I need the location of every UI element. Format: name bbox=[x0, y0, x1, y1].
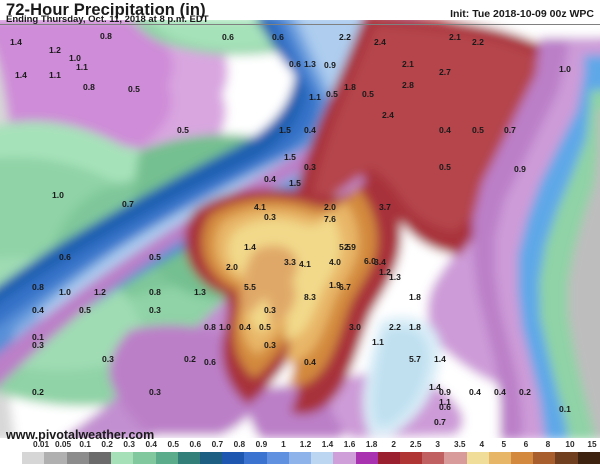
svg-text:1.0: 1.0 bbox=[52, 190, 64, 200]
svg-text:0.8: 0.8 bbox=[83, 82, 95, 92]
svg-text:1.9: 1.9 bbox=[329, 280, 341, 290]
svg-text:0.1: 0.1 bbox=[559, 404, 571, 414]
svg-text:0.5: 0.5 bbox=[149, 252, 161, 262]
svg-text:0.8: 0.8 bbox=[149, 287, 161, 297]
svg-text:1.5: 1.5 bbox=[279, 125, 291, 135]
svg-text:1.5: 1.5 bbox=[284, 152, 296, 162]
svg-text:0.3: 0.3 bbox=[264, 212, 276, 222]
svg-text:5.7: 5.7 bbox=[409, 354, 421, 364]
svg-text:0.8: 0.8 bbox=[100, 31, 112, 41]
svg-text:1.4: 1.4 bbox=[10, 37, 22, 47]
svg-text:1.8: 1.8 bbox=[344, 82, 356, 92]
svg-text:5.5: 5.5 bbox=[339, 242, 351, 252]
svg-text:1.4: 1.4 bbox=[15, 70, 27, 80]
svg-text:0.5: 0.5 bbox=[177, 125, 189, 135]
svg-text:0.6: 0.6 bbox=[439, 402, 451, 412]
svg-text:1.1: 1.1 bbox=[49, 70, 61, 80]
svg-text:0.5: 0.5 bbox=[439, 162, 451, 172]
svg-text:0.9: 0.9 bbox=[324, 60, 336, 70]
svg-text:3.3: 3.3 bbox=[284, 257, 296, 267]
svg-text:0.4: 0.4 bbox=[32, 305, 44, 315]
svg-text:1.0: 1.0 bbox=[559, 64, 571, 74]
svg-text:0.5: 0.5 bbox=[362, 89, 374, 99]
svg-text:4.1: 4.1 bbox=[254, 202, 266, 212]
svg-text:3.7: 3.7 bbox=[379, 202, 391, 212]
svg-text:2.1: 2.1 bbox=[449, 32, 461, 42]
svg-text:0.3: 0.3 bbox=[304, 162, 316, 172]
svg-text:0.2: 0.2 bbox=[32, 387, 44, 397]
svg-text:2.2: 2.2 bbox=[339, 32, 351, 42]
svg-text:2.0: 2.0 bbox=[324, 202, 336, 212]
svg-text:3.4: 3.4 bbox=[374, 257, 386, 267]
svg-text:0.9: 0.9 bbox=[514, 164, 526, 174]
svg-text:0.2: 0.2 bbox=[184, 354, 196, 364]
svg-text:0.7: 0.7 bbox=[504, 125, 516, 135]
svg-text:2.4: 2.4 bbox=[374, 37, 386, 47]
svg-text:0.3: 0.3 bbox=[102, 354, 114, 364]
svg-text:2.7: 2.7 bbox=[439, 67, 451, 77]
svg-text:5.5: 5.5 bbox=[244, 282, 256, 292]
svg-text:1.1: 1.1 bbox=[309, 92, 321, 102]
svg-text:0.5: 0.5 bbox=[79, 305, 91, 315]
svg-text:2.8: 2.8 bbox=[402, 80, 414, 90]
svg-text:8.3: 8.3 bbox=[304, 292, 316, 302]
svg-text:0.3: 0.3 bbox=[149, 305, 161, 315]
svg-text:0.1: 0.1 bbox=[32, 332, 44, 342]
svg-text:0.5: 0.5 bbox=[472, 125, 484, 135]
svg-text:0.8: 0.8 bbox=[204, 322, 216, 332]
svg-text:0.3: 0.3 bbox=[149, 387, 161, 397]
svg-text:0.6: 0.6 bbox=[222, 32, 234, 42]
svg-text:1.8: 1.8 bbox=[409, 292, 421, 302]
svg-text:1.3: 1.3 bbox=[194, 287, 206, 297]
svg-text:0.5: 0.5 bbox=[128, 84, 140, 94]
svg-text:0.6: 0.6 bbox=[204, 357, 216, 367]
svg-text:0.8: 0.8 bbox=[32, 282, 44, 292]
svg-text:0.4: 0.4 bbox=[304, 125, 316, 135]
svg-text:0.5: 0.5 bbox=[326, 89, 338, 99]
svg-text:1.4: 1.4 bbox=[244, 242, 256, 252]
svg-text:0.2: 0.2 bbox=[519, 387, 531, 397]
svg-text:0.3: 0.3 bbox=[264, 340, 276, 350]
svg-text:0.4: 0.4 bbox=[304, 357, 316, 367]
svg-text:1.2: 1.2 bbox=[49, 45, 61, 55]
svg-text:0.4: 0.4 bbox=[264, 174, 276, 184]
svg-text:1.3: 1.3 bbox=[389, 272, 401, 282]
svg-text:1.4: 1.4 bbox=[434, 354, 446, 364]
svg-text:1.0: 1.0 bbox=[219, 322, 231, 332]
svg-text:0.6: 0.6 bbox=[289, 59, 301, 69]
svg-text:1.1: 1.1 bbox=[372, 337, 384, 347]
svg-text:0.5: 0.5 bbox=[259, 322, 271, 332]
svg-text:2.0: 2.0 bbox=[226, 262, 238, 272]
svg-text:1.3: 1.3 bbox=[304, 59, 316, 69]
svg-text:0.7: 0.7 bbox=[122, 199, 134, 209]
svg-text:1.1: 1.1 bbox=[76, 62, 88, 72]
svg-text:2.1: 2.1 bbox=[402, 59, 414, 69]
svg-text:3.0: 3.0 bbox=[349, 322, 361, 332]
svg-text:7.6: 7.6 bbox=[324, 214, 336, 224]
svg-text:1.5: 1.5 bbox=[289, 178, 301, 188]
svg-text:4.1: 4.1 bbox=[299, 259, 311, 269]
svg-text:4.0: 4.0 bbox=[329, 257, 341, 267]
svg-text:0.4: 0.4 bbox=[439, 125, 451, 135]
svg-text:0.4: 0.4 bbox=[239, 322, 251, 332]
svg-text:2.2: 2.2 bbox=[472, 37, 484, 47]
svg-text:0.9: 0.9 bbox=[439, 387, 451, 397]
svg-text:1.8: 1.8 bbox=[409, 322, 421, 332]
svg-text:1.2: 1.2 bbox=[94, 287, 106, 297]
svg-text:2.2: 2.2 bbox=[389, 322, 401, 332]
svg-text:1.0: 1.0 bbox=[59, 287, 71, 297]
svg-text:0.4: 0.4 bbox=[469, 387, 481, 397]
svg-text:0.7: 0.7 bbox=[434, 417, 446, 427]
svg-text:2.4: 2.4 bbox=[382, 110, 394, 120]
svg-text:0.6: 0.6 bbox=[59, 252, 71, 262]
svg-text:0.3: 0.3 bbox=[264, 305, 276, 315]
svg-text:0.6: 0.6 bbox=[272, 32, 284, 42]
svg-text:0.4: 0.4 bbox=[494, 387, 506, 397]
